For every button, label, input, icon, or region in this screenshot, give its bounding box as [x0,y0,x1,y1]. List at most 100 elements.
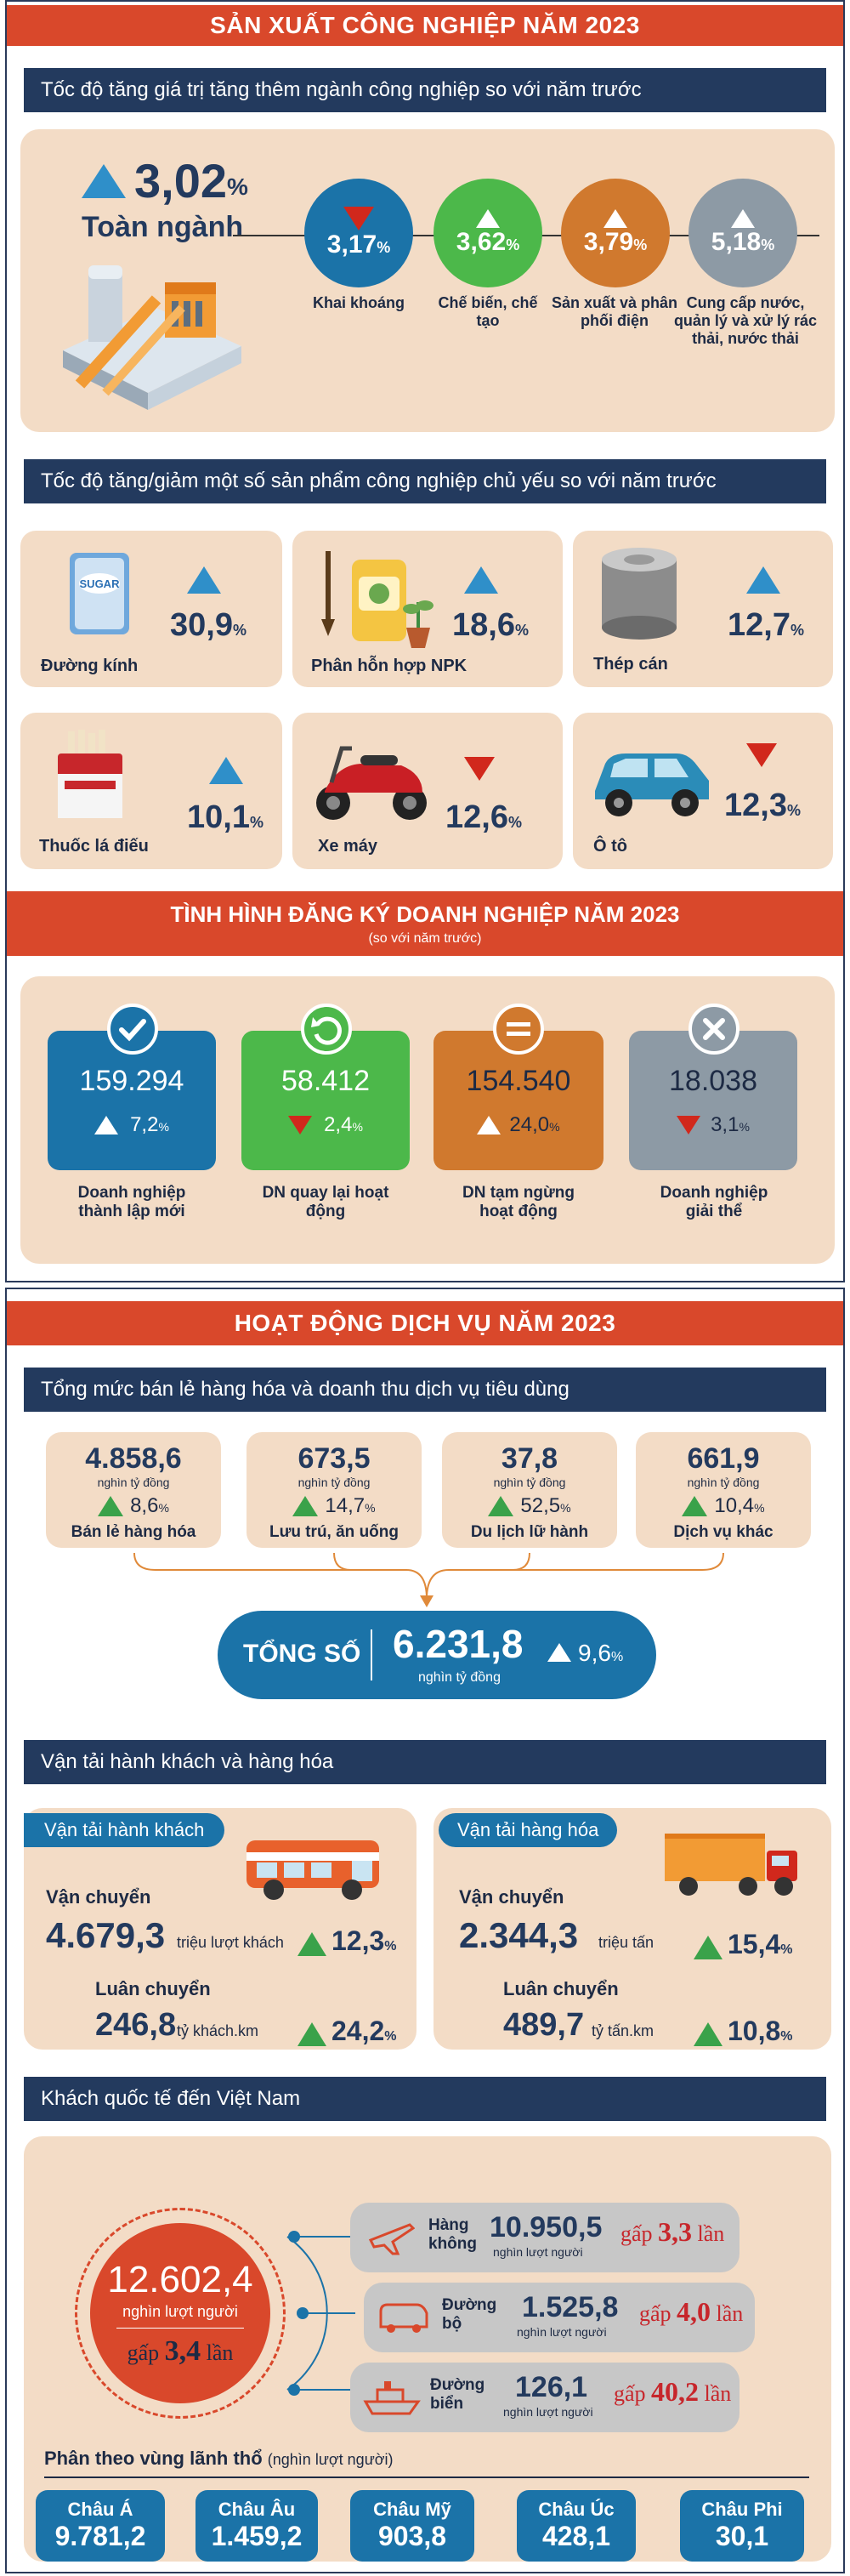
cargo-circ-unit: tỷ tấn.km [592,2022,654,2039]
business-label-dissolved: Doanh nghiệp giải thể [660,1184,768,1220]
industry-title: SẢN XUẤT CÔNG NGHIỆP NĂM 2023 [7,5,843,46]
business-change-pause: 24,0% [434,1113,604,1137]
retail-goods-unit: nghìn tỷ đồng [97,1476,170,1489]
product-sugar-label: Đường kính [41,657,139,675]
sugar-bag-icon: SUGAR [70,553,129,634]
up-arrow-icon [298,1932,326,1956]
mode-road-value: 1.525,8 [522,2291,619,2323]
product-car-value: 12,3% [724,788,801,823]
retail-other-label: Dịch vụ khác [673,1523,774,1541]
retail-other-value: 661,9 [687,1442,760,1475]
mode-air-times: gấp 3,3 lần [620,2216,725,2247]
sector-manufacturing: 3,62% [434,179,542,287]
cargo-carry-unit: triệu tấn [598,1934,654,1951]
retail-total-unit: nghìn tỷ đồng [418,1670,501,1685]
mode-sea-unit: nghìn lượt người [503,2405,593,2419]
bus-icon [246,1840,379,1900]
mode-road: Đường bộ 1.525,8 nghìn lượt người gấp 4,… [364,2283,755,2352]
passenger-circ-label: Luân chuyển [95,1978,211,1999]
sector-electricity-unit: % [633,236,648,253]
regions-divider [44,2476,809,2478]
truck-icon [665,1834,797,1896]
cargo-circ-value: 489,7 [503,2007,585,2043]
product-scooter-label: Xe máy [318,837,378,856]
retail-travel-label: Du lịch lữ hành [470,1523,589,1541]
business-subtitle: (so với năm trước) [368,931,482,946]
passenger-carry-change: 12,3% [332,1925,397,1956]
factory-icon [63,265,241,410]
cargo-circ-label: Luân chuyển [503,1978,619,1999]
business-title: TÌNH HÌNH ĐĂNG KÝ DOANH NGHIỆP NĂM 2023 [170,901,680,927]
business-value-dissolved: 18.038 [669,1065,757,1097]
region-oceania-name: Châu Úc [538,2499,615,2520]
business-change-return: 2,4% [241,1113,410,1137]
retail-total-divider [371,1629,372,1680]
total-growth-value: 3,02 [134,154,227,208]
up-arrow-icon [694,1936,722,1959]
down-arrow-icon [464,757,495,781]
passenger-carry-unit: triệu lượt khách [177,1934,284,1951]
cargo-carry-change: 15,4% [728,1929,793,1959]
up-arrow-icon [98,1496,124,1516]
up-arrow-icon [82,163,126,198]
sector-mining-label: Khai khoáng [312,294,405,311]
sector-electricity-label: Sản xuất và phân phối điện [551,294,678,329]
product-card-npk: 18,6% Phân hỗn hợp NPK [292,531,563,687]
visitors-total-times: gấp 3,4 lần [127,2335,234,2367]
mode-air: Hàng không 10.950,5 nghìn lượt người gấp… [350,2203,740,2272]
visitors-total-unit: nghìn lượt người [122,2303,238,2320]
close-icon [688,1004,740,1055]
products-header: Tốc độ tăng/giảm một số sản phẩm công ng… [24,459,826,503]
retail-total-label: TỔNG SỐ [243,1640,361,1668]
mode-road-unit: nghìn lượt người [517,2325,607,2339]
retail-header: Tổng mức bán lẻ hàng hóa và doanh thu dị… [24,1368,826,1412]
product-cigarette-label: Thuốc lá điếu [39,837,149,856]
business-card-dissolved: 18.038 3,1% [629,1031,797,1170]
region-asia-name: Châu Á [67,2499,133,2520]
business-change-dissolved: 3,1% [629,1113,797,1137]
mode-sea: Đường biển 126,1 nghìn lượt người gấp 40… [350,2363,740,2432]
region-americas-value: 903,8 [377,2521,447,2551]
passenger-title: Vận tải hành khách [24,1813,225,1847]
return-icon [301,1004,352,1055]
steel-roll-icon [602,548,677,640]
services-title: HOẠT ĐỘNG DỊCH VỤ NĂM 2023 [7,1301,843,1345]
retail-accommodation-unit: nghìn tỷ đồng [298,1476,371,1489]
sector-electricity-value: 3,79 [583,228,634,256]
sector-manufacturing-label: Chế biến, chế tạo [438,294,538,329]
visitors-ring [75,2208,286,2419]
retail-accommodation-value: 673,5 [298,1442,371,1475]
cigarette-pack-icon [58,730,122,818]
mode-air-label: Hàng không [428,2216,477,2253]
industry-section: SẢN XUẤT CÔNG NGHIỆP NĂM 2023 Tốc độ tăn… [5,0,845,1282]
mode-air-unit: nghìn lượt người [493,2245,583,2259]
cargo-carry-label: Vận chuyển [459,1886,564,1908]
sector-electricity: 3,79% [561,179,670,287]
up-arrow-icon [731,209,755,228]
cargo-circ-change: 10,8% [728,2016,793,2046]
retail-other-change: 10,4% [636,1494,811,1518]
mode-sea-label: Đường biển [430,2376,485,2413]
up-arrow-icon [682,1496,708,1516]
passenger-circ-change: 24,2% [332,2016,397,2046]
sector-water-label: Cung cấp nước, quản lý và xử lý rác thải… [673,294,818,347]
up-arrow-icon [488,1496,514,1516]
up-arrow-icon [209,757,243,784]
region-europe-name: Châu Âu [218,2499,296,2520]
sector-manufacturing-value: 3,62 [456,228,507,256]
region-africa-name: Châu Phi [701,2499,783,2520]
retail-travel-unit: nghìn tỷ đồng [493,1476,566,1489]
regions-heading: Phân theo vùng lãnh thổ (nghìn lượt ngườ… [44,2448,394,2469]
scooter-icon [316,746,427,820]
region-asia-value: 9.781,2 [54,2521,146,2551]
passenger-carry-value: 4.679,3 [46,1915,166,1955]
retail-card-other: 661,9 nghìn tỷ đồng 10,4% Dịch vụ khác [636,1432,811,1548]
up-arrow-icon [187,566,221,594]
pause-icon [493,1004,544,1055]
sector-mining: 3,17% [304,179,413,287]
region-africa-value: 30,1 [715,2521,769,2551]
visitors-total-value: 12.602,4 [107,2259,253,2300]
retail-card-travel: 37,8 nghìn tỷ đồng 52,5% Du lịch lữ hành [442,1432,617,1548]
retail-connector-lines [133,1552,724,1607]
